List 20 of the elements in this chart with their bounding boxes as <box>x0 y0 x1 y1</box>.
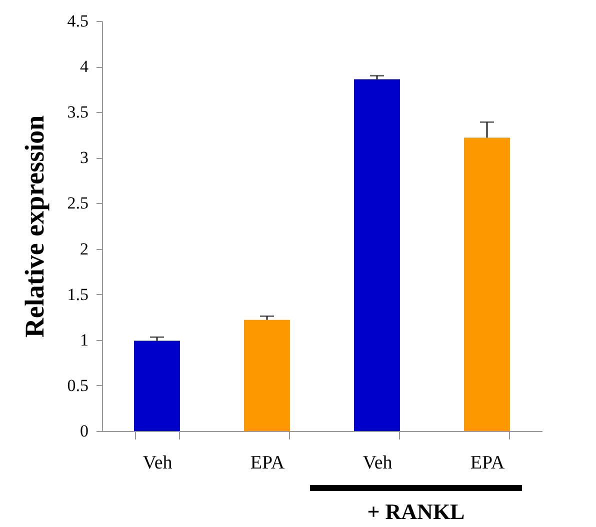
bar <box>354 79 400 431</box>
bar <box>244 320 290 431</box>
y-tick-label: 0.5 <box>67 376 88 395</box>
bar <box>134 340 180 431</box>
y-tick-label: 4 <box>80 57 89 76</box>
y-tick-label: 2.5 <box>67 194 88 213</box>
x-tick-label: Veh <box>362 452 393 474</box>
x-tick-label: EPA <box>250 452 285 474</box>
text: + RANKL <box>366 499 466 525</box>
y-tick-label: 3 <box>80 148 88 168</box>
y-tick-label: 2 <box>80 239 88 258</box>
x-tick-label: EPA <box>470 452 505 474</box>
y-tick-label: 1.5 <box>67 284 88 304</box>
y-axis-title: Relative expression <box>19 115 50 338</box>
bar <box>464 138 510 431</box>
y-tick-label: 0 <box>80 422 88 440</box>
x-tick-label: Veh <box>142 452 173 474</box>
y-tick-label: 3.5 <box>67 102 88 122</box>
y-tick-label: 4.5 <box>67 12 88 30</box>
y-tick-label: 1 <box>80 330 88 350</box>
